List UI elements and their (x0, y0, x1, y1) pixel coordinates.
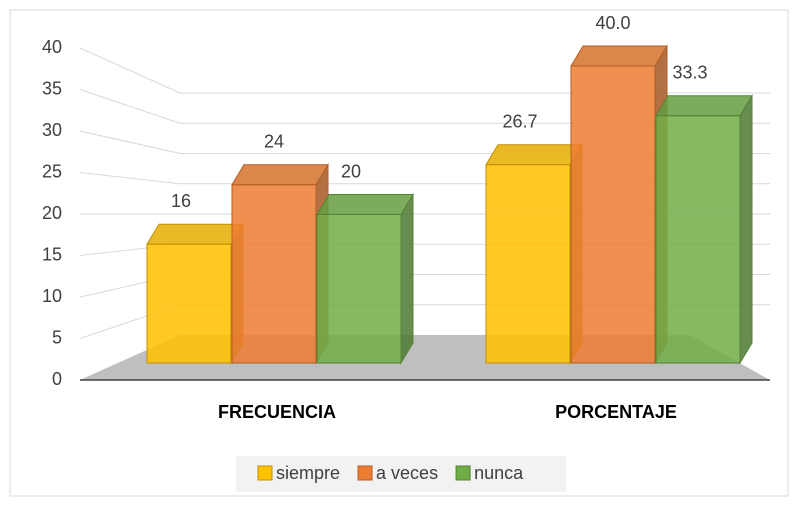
legend-label: siempre (276, 463, 340, 483)
y-tick-label: 35 (42, 78, 62, 98)
bar-top (655, 95, 753, 117)
bar (316, 214, 402, 364)
bar-top (231, 164, 329, 186)
y-tick-label: 20 (42, 203, 62, 223)
y-tick-label: 5 (52, 327, 62, 347)
bar-top (146, 223, 244, 245)
legend-box (236, 456, 566, 492)
legend-swatch (357, 465, 373, 481)
bar-top (316, 194, 414, 215)
bar (146, 243, 232, 364)
bar (485, 164, 571, 364)
x-tick-label: PORCENTAJE (555, 402, 677, 422)
bar-top (570, 45, 668, 67)
data-label: 40.0 (595, 13, 630, 33)
y-tick-label: 30 (42, 120, 62, 140)
y-tick-label: 15 (42, 244, 62, 264)
data-label: 20 (341, 161, 361, 181)
legend-swatch (455, 465, 471, 481)
bar (655, 115, 741, 364)
data-label: 16 (171, 191, 191, 211)
x-tick-label: FRECUENCIA (218, 402, 336, 422)
y-tick-label: 40 (42, 37, 62, 57)
y-tick-label: 25 (42, 161, 62, 181)
legend-label: a veces (376, 463, 438, 483)
bar (231, 184, 317, 364)
bar-side (400, 192, 414, 365)
legend-swatch (257, 465, 273, 481)
bar (570, 65, 656, 364)
data-label: 24 (264, 132, 284, 152)
bar-side (739, 93, 753, 365)
bar-top (485, 144, 583, 166)
y-tick-label: 10 (42, 286, 62, 306)
y-tick-label: 0 (52, 369, 62, 389)
legend-label: nunca (474, 463, 524, 483)
data-label: 26.7 (502, 112, 537, 132)
data-label: 33.3 (672, 62, 707, 82)
